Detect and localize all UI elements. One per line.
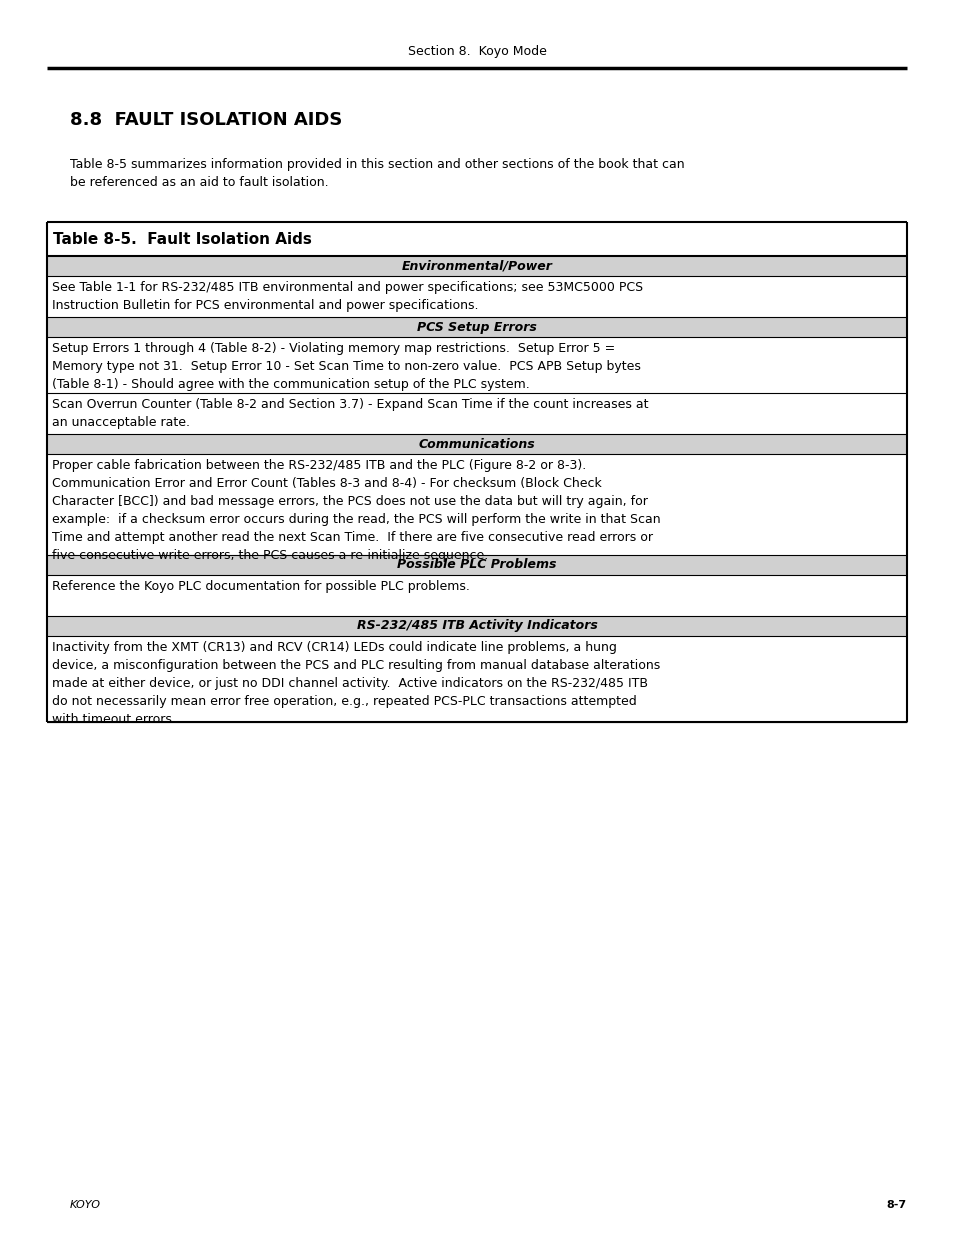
Text: Proper cable fabrication between the RS-232/485 ITB and the PLC (Figure 8-2 or 8: Proper cable fabrication between the RS-…	[52, 459, 659, 562]
Text: Scan Overrun Counter (Table 8-2 and Section 3.7) - Expand Scan Time if the count: Scan Overrun Counter (Table 8-2 and Sect…	[52, 398, 648, 429]
Text: Reference the Koyo PLC documentation for possible PLC problems.: Reference the Koyo PLC documentation for…	[52, 580, 470, 611]
Text: RS-232/485 ITB Activity Indicators: RS-232/485 ITB Activity Indicators	[356, 620, 597, 632]
Bar	[47, 616, 906, 636]
Text: Setup Errors 1 through 4 (Table 8-2) - Violating memory map restrictions.  Setup: Setup Errors 1 through 4 (Table 8-2) - V…	[52, 342, 640, 391]
Text: See Table 1-1 for RS-232/485 ITB environmental and power specifications; see 53M: See Table 1-1 for RS-232/485 ITB environ…	[52, 282, 642, 312]
Text: Table 8-5 summarizes information provided in this section and other sections of : Table 8-5 summarizes information provide…	[70, 158, 684, 189]
Bar	[47, 256, 906, 275]
Text: PCS Setup Errors: PCS Setup Errors	[416, 321, 537, 333]
Text: Section 8.  Koyo Mode: Section 8. Koyo Mode	[407, 46, 546, 58]
Text: Possible PLC Problems: Possible PLC Problems	[396, 558, 557, 572]
Text: Table 8-5.  Fault Isolation Aids: Table 8-5. Fault Isolation Aids	[53, 231, 312, 247]
Bar	[47, 555, 906, 576]
Bar	[47, 317, 906, 337]
Text: Communications: Communications	[418, 437, 535, 451]
Text: 8-7: 8-7	[886, 1200, 906, 1210]
Text: Environmental/Power: Environmental/Power	[401, 259, 552, 273]
Text: Inactivity from the XMT (CR13) and RCV (CR14) LEDs could indicate line problems,: Inactivity from the XMT (CR13) and RCV (…	[52, 641, 659, 726]
Bar	[47, 433, 906, 454]
Text: 8.8  FAULT ISOLATION AIDS: 8.8 FAULT ISOLATION AIDS	[70, 111, 342, 128]
Text: KOYO: KOYO	[70, 1200, 101, 1210]
